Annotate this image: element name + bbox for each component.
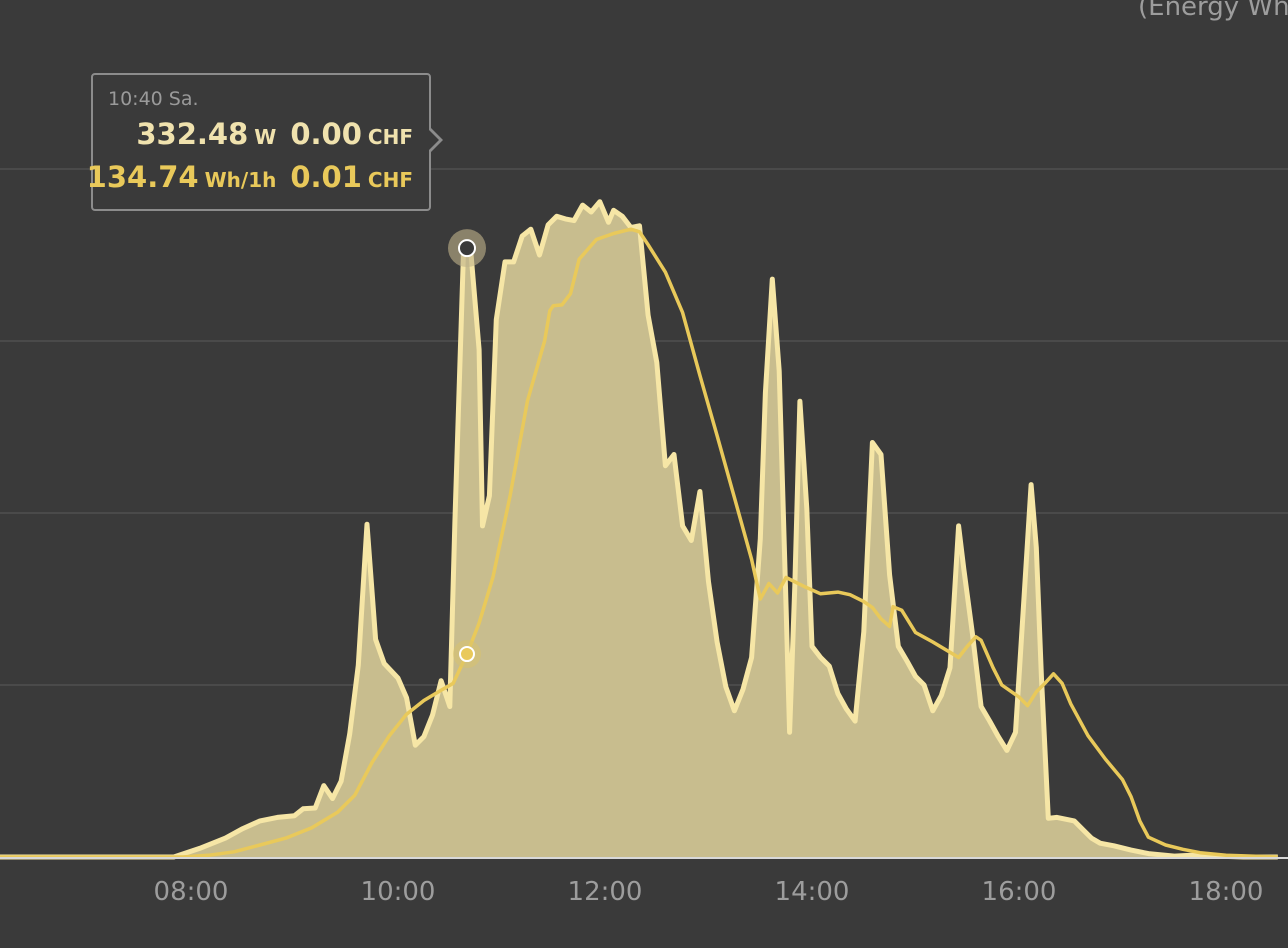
hover-tooltip: 10:40 Sa. 332.48 W 0.00 CHF 134.74 Wh/1h 0.01… [87,73,431,211]
tooltip-power-value: 332.48 [136,117,249,151]
x-tick-label: 14:00 [775,877,850,907]
tooltip-time: 10:40 Sa. [108,88,199,110]
tooltip-power-row: 332.48 W 0.00 CHF [136,117,413,151]
power-area-fill [0,201,1278,857]
tooltip-power-currency: CHF [367,125,413,149]
x-tick-label: 08:00 [154,877,229,907]
tooltip-power-cost: 0.00 [290,117,362,151]
power-hover-point [458,239,476,258]
energy-series-line [0,227,1278,859]
energy-hover-point [459,646,475,663]
x-tick-label: 16:00 [982,877,1057,907]
tooltip-power-unit: W [254,125,277,149]
tooltip-energy-unit: Wh/1h [204,168,277,192]
x-tick-label: 10:00 [361,877,436,907]
tooltip-pointer-inner [429,130,439,150]
axis-title-partial: (Energy Wh [1138,0,1288,22]
tooltip-energy-currency: CHF [367,168,413,192]
hover-markers [448,229,486,669]
tooltip-energy-row: 134.74 Wh/1h 0.01 CHF [87,160,413,194]
tooltip-energy-cost: 0.01 [290,160,362,194]
x-tick-label: 18:00 [1189,877,1264,907]
tooltip-energy-value: 134.74 [86,160,199,194]
x-tick-label: 12:00 [568,877,643,907]
power-series-line [0,199,1278,860]
